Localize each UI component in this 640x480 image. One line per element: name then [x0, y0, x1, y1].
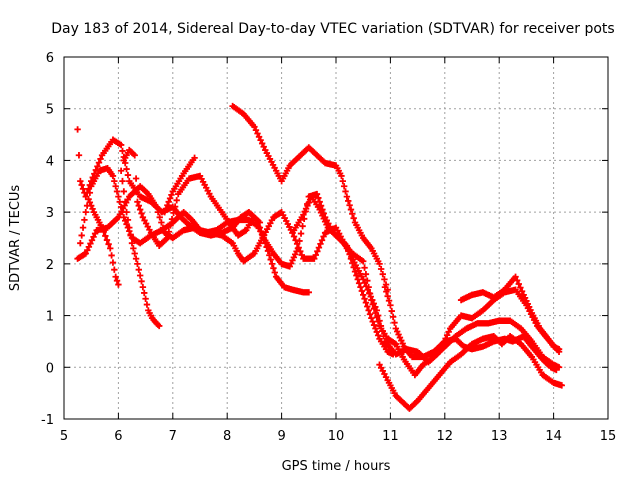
- series-track-5: [117, 167, 163, 330]
- y-tick-label: -1: [41, 413, 54, 428]
- series-markers: [289, 193, 397, 358]
- x-tick-label: 14: [545, 429, 562, 444]
- y-axis-label: SDTVAR / TECUs: [8, 185, 23, 292]
- y-tick-label: 2: [46, 258, 54, 273]
- series-markers: [457, 273, 563, 353]
- x-tick-label: 6: [114, 429, 122, 444]
- x-axis-label: GPS time / hours: [282, 459, 391, 474]
- y-tick-label: 1: [46, 310, 54, 325]
- chart-title: Day 183 of 2014, Sidereal Day-to-day VTE…: [51, 21, 614, 37]
- x-tick-label: 7: [169, 429, 177, 444]
- series-track-12: [381, 283, 560, 374]
- x-tick-label: 5: [60, 429, 68, 444]
- x-tick-label: 13: [491, 429, 508, 444]
- series-track-8: [229, 102, 391, 293]
- y-tick-label: 0: [46, 361, 54, 376]
- y-tick-label: 5: [46, 103, 54, 118]
- y-tick-label: 4: [46, 154, 54, 169]
- y-tick-label: 6: [46, 51, 54, 66]
- series-track-7: [161, 154, 198, 216]
- x-tick-label: 11: [382, 429, 399, 444]
- data-series: [74, 102, 565, 412]
- x-tick-label: 8: [223, 429, 231, 444]
- series-markers: [117, 167, 163, 330]
- series-track-10: [289, 193, 397, 358]
- series-markers: [161, 154, 198, 216]
- series-markers: [229, 102, 391, 293]
- series-markers: [381, 283, 560, 374]
- x-tick-label: 12: [437, 429, 454, 444]
- x-tick-label: 9: [277, 429, 285, 444]
- series-markers: [85, 196, 122, 288]
- y-tick-label: 3: [46, 206, 54, 221]
- series-track-13: [457, 273, 563, 353]
- series-markers: [120, 146, 255, 249]
- x-tick-label: 15: [600, 429, 617, 444]
- series-track-4: [85, 196, 122, 288]
- x-tick-label: 10: [328, 429, 345, 444]
- series-track-6: [120, 146, 255, 249]
